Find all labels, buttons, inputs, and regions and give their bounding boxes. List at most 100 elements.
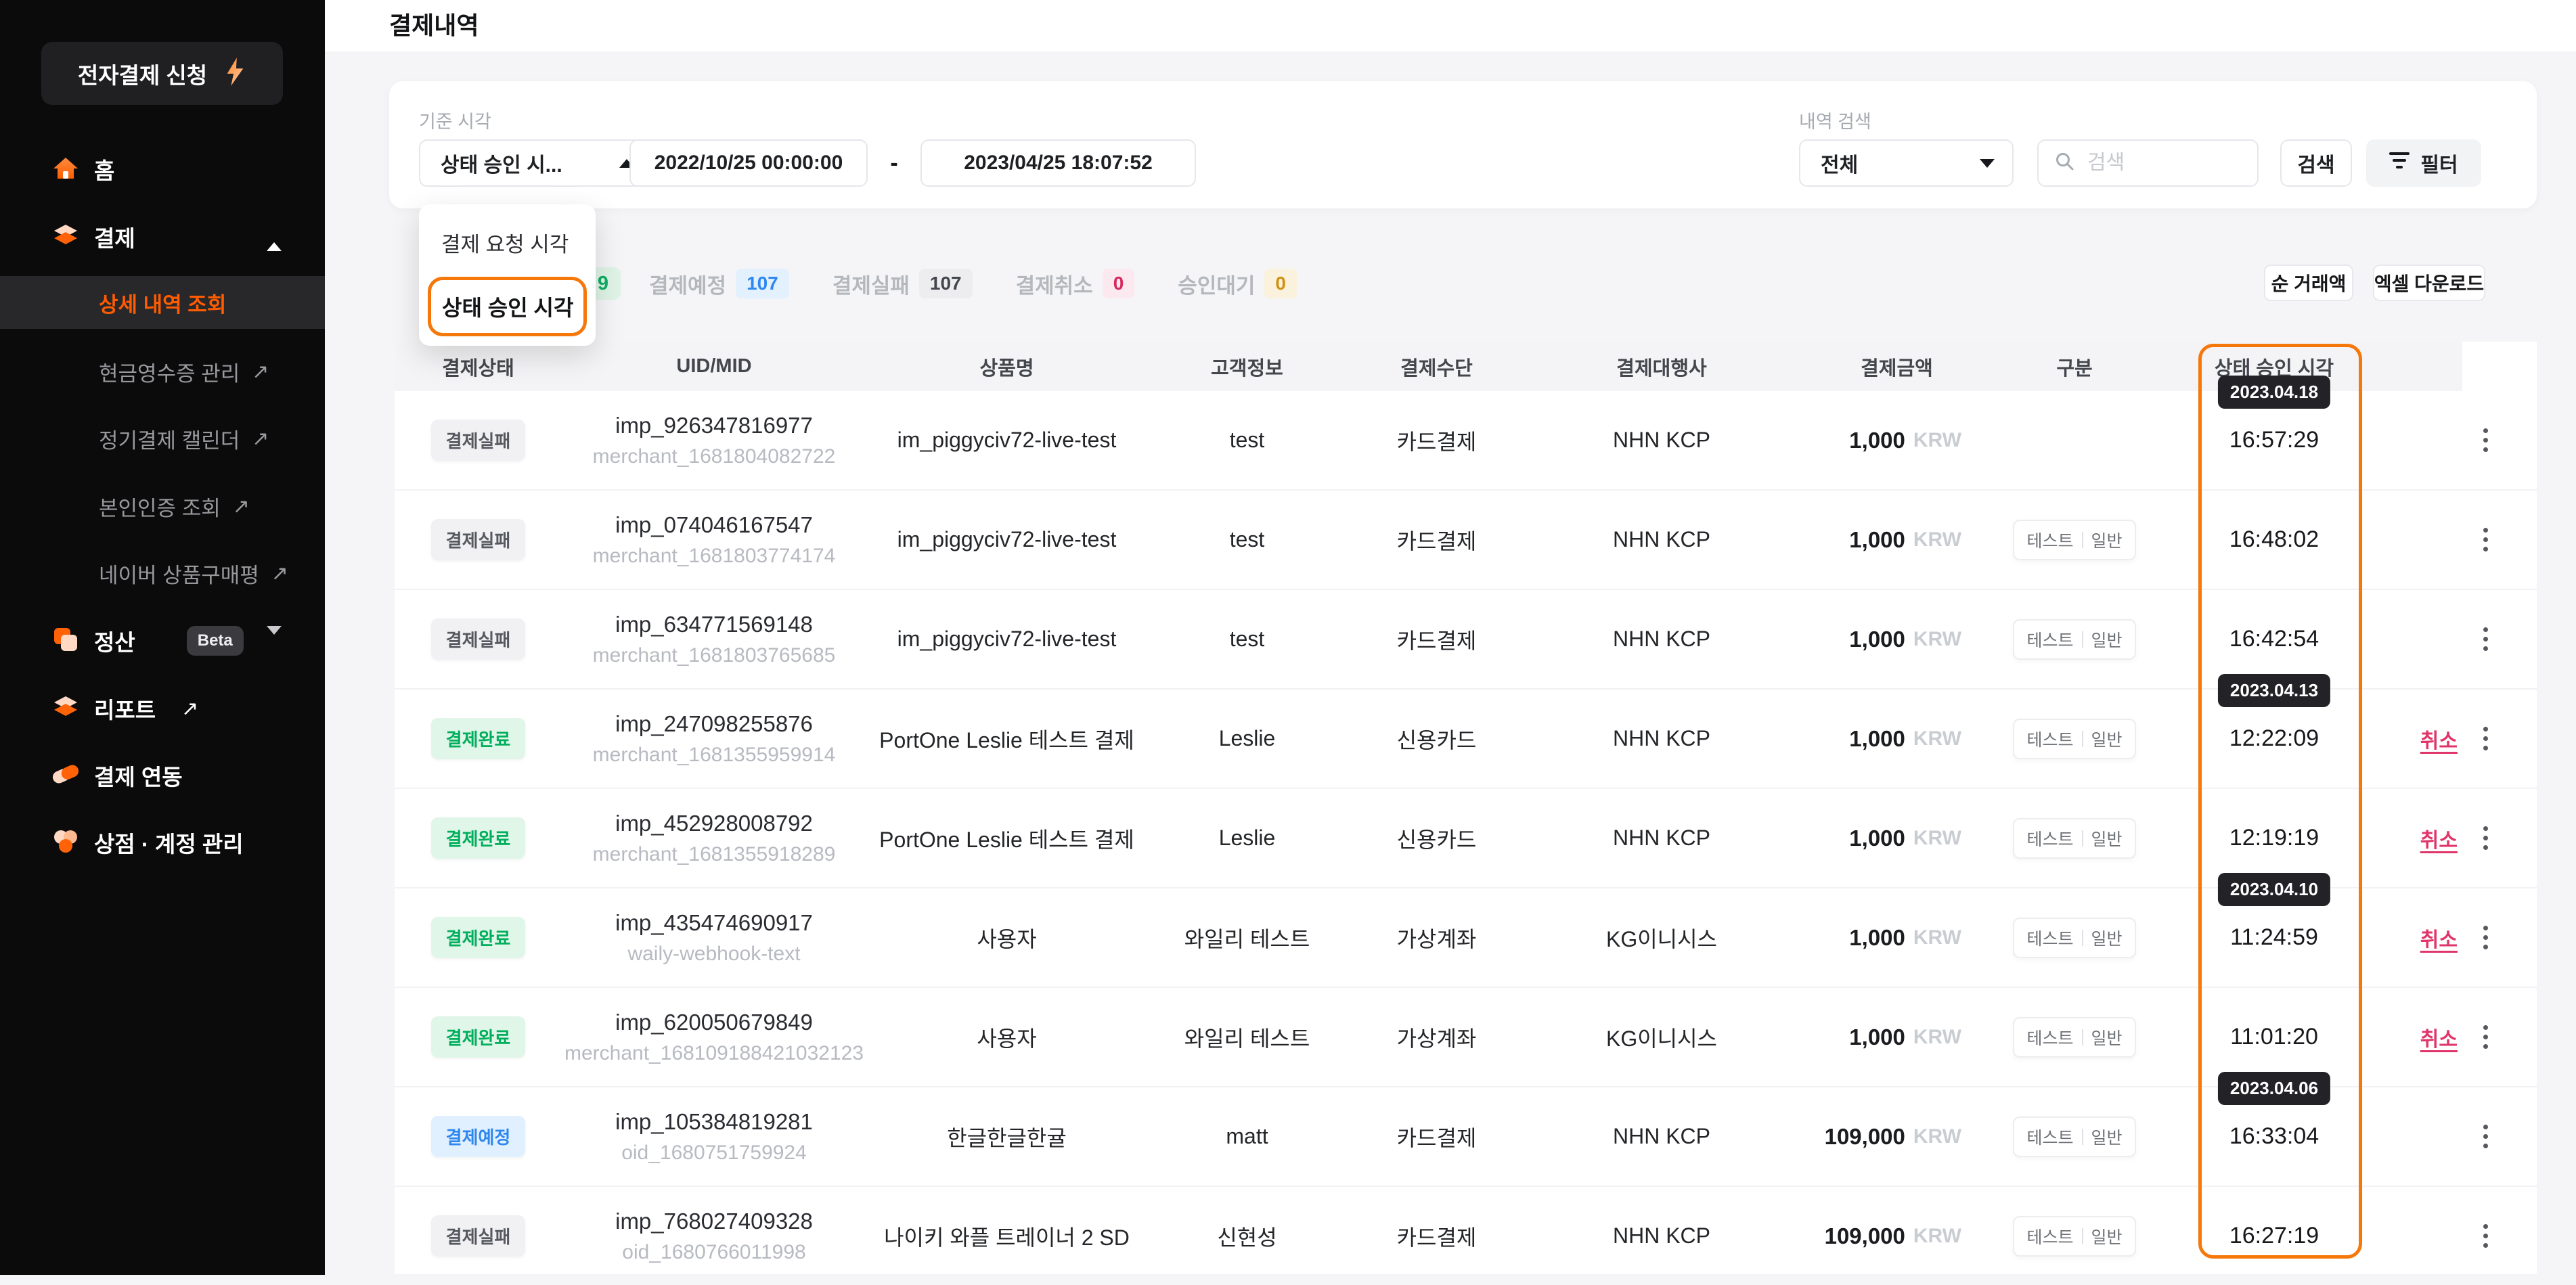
sidebar-item-report[interactable]: 리포트 <box>0 682 325 735</box>
sidebar-item-identity-verification[interactable]: 본인인증 조회 <box>0 480 325 533</box>
tab-label: 승인대기 <box>1178 269 1255 299</box>
col-header-pg: 결제대행사 <box>1526 342 1797 391</box>
type-badge-normal: 일반 <box>2091 1025 2123 1050</box>
search-scope-value: 전체 <box>1821 148 1858 178</box>
payment-amount: 1,000 <box>1849 925 1905 951</box>
cancel-link[interactable]: 취소 <box>2420 724 2458 754</box>
filter-button[interactable]: 필터 <box>2366 139 2481 187</box>
sidebar-item-detail-history[interactable]: 상세 내역 조회 <box>0 276 325 329</box>
type-badge-test: 테스트 <box>2026 826 2073 851</box>
transaction-uid: imp_926347816977 <box>615 413 813 438</box>
kebab-menu-icon[interactable] <box>2483 1234 2488 1238</box>
cancel-link[interactable]: 취소 <box>2420 923 2458 953</box>
payment-status-badge: 결제예정 <box>431 1116 526 1157</box>
sidebar-item-label: 홈 <box>94 153 114 185</box>
table-row[interactable]: 결제완료 imp_247098255876 merchant_168135595… <box>395 688 2537 788</box>
search-input[interactable] <box>2086 151 2244 175</box>
kebab-menu-icon[interactable] <box>2483 1035 2488 1039</box>
table-row[interactable]: 결제예정 imp_105384819281 oid_1680751759924 … <box>395 1086 2537 1186</box>
payment-method: 카드결제 <box>1347 1221 1526 1252</box>
badge-divider <box>2082 1228 2083 1244</box>
search-button[interactable]: 검색 <box>2280 139 2352 187</box>
type-badge: 테스트 일반 <box>2013 1117 2135 1157</box>
kebab-menu-icon[interactable] <box>2483 438 2488 443</box>
basis-time-select[interactable]: 상태 승인 시... <box>419 139 653 187</box>
type-badge-test: 테스트 <box>2026 926 2073 950</box>
sidebar-item-subscription-calendar[interactable]: 정기결제 캘린더 <box>0 412 325 465</box>
sidebar-item-store-account[interactable]: 상점 · 계정 관리 <box>0 816 325 869</box>
date-to-input[interactable]: 2023/04/25 18:07:52 <box>920 139 1196 187</box>
approved-time: 16:33:04 <box>2229 1123 2319 1150</box>
payment-method: 카드결제 <box>1347 524 1526 556</box>
tab-label: 결제취소 <box>1016 269 1093 299</box>
table-row[interactable]: 결제완료 imp_435474690917 waily-webhook-text… <box>395 887 2537 987</box>
tab-scheduled[interactable]: 결제예정 107 <box>649 269 789 299</box>
customer-info: 와일리 테스트 <box>1147 922 1347 953</box>
sidebar: 전자결제 신청 홈 결제 상세 내역 조회 현금영수증 관리 정기결제 캘린더 … <box>0 0 325 1275</box>
cancel-link[interactable]: 취소 <box>2420 824 2458 853</box>
badge-divider <box>2082 830 2083 847</box>
type-badge-normal: 일반 <box>2091 926 2123 950</box>
table-row[interactable]: 결제실패 imp_634771569148 merchant_168180376… <box>395 589 2537 688</box>
tab-count-badge: 107 <box>919 269 973 298</box>
sidebar-item-settlement[interactable]: 정산 Beta <box>0 614 325 667</box>
net-amount-button[interactable]: 순 거래액 <box>2264 265 2353 301</box>
tab-cancelled[interactable]: 결제취소 0 <box>1016 269 1135 299</box>
caret-down-icon <box>1980 159 1995 168</box>
approved-time: 16:42:54 <box>2229 626 2319 652</box>
table-row[interactable]: 결제실패 imp_926347816977 merchant_168180408… <box>395 391 2537 489</box>
customer-info: Leslie <box>1147 726 1347 751</box>
approved-time: 11:01:20 <box>2230 1024 2318 1050</box>
cancel-link[interactable]: 취소 <box>2420 1022 2458 1052</box>
table-row[interactable]: 결제완료 imp_452928008792 merchant_168135591… <box>395 788 2537 887</box>
col-header-type: 구분 <box>1997 342 2152 391</box>
date-from-input[interactable]: 2022/10/25 00:00:00 <box>629 139 868 187</box>
kebab-menu-icon[interactable] <box>2483 537 2488 542</box>
badge-divider <box>2082 731 2083 747</box>
approved-time: 16:48:02 <box>2229 526 2319 553</box>
sidebar-item-home[interactable]: 홈 <box>0 143 325 196</box>
sidebar-item-payments[interactable]: 결제 <box>0 210 325 263</box>
payments-table: 결제상태 UID/MID 상품명 고객정보 결제수단 결제대행사 결제금액 구분… <box>395 342 2537 1274</box>
kebab-menu-icon[interactable] <box>2483 1134 2488 1139</box>
tab-failed[interactable]: 결제실패 107 <box>832 269 973 299</box>
type-badge: 테스트 일반 <box>2013 719 2135 759</box>
pg-provider: NHN KCP <box>1526 527 1797 552</box>
table-row[interactable]: 결제실패 imp_768027409328 oid_1680766011998 … <box>395 1186 2537 1285</box>
type-badge: 테스트 일반 <box>2013 1216 2135 1257</box>
payment-status-badge: 결제실패 <box>431 420 526 461</box>
sidebar-subitem-label: 본인인증 조회 <box>99 491 221 522</box>
product-name: im_piggyciv72-live-test <box>866 627 1147 652</box>
filter-button-label: 필터 <box>2420 148 2458 178</box>
kebab-menu-icon[interactable] <box>2483 836 2488 840</box>
product-name: PortOne Leslie 테스트 결제 <box>866 823 1147 854</box>
tab-pending[interactable]: 승인대기 0 <box>1178 269 1297 299</box>
product-name: im_piggyciv72-live-test <box>866 527 1147 552</box>
table-row[interactable]: 결제실패 imp_074046167547 merchant_168180377… <box>395 489 2537 589</box>
transaction-uid: imp_105384819281 <box>615 1109 813 1135</box>
approved-time: 11:24:59 <box>2230 924 2318 951</box>
page-title: 결제내역 <box>389 0 479 51</box>
kebab-menu-icon[interactable] <box>2483 736 2488 741</box>
badge-divider <box>2082 930 2083 946</box>
payment-status-badge: 결제완료 <box>431 1016 526 1058</box>
dropdown-option-approved-time[interactable]: 상태 승인 시각 <box>428 277 587 336</box>
sidebar-item-integration[interactable]: 결제 연동 <box>0 749 325 802</box>
approved-time: 16:27:19 <box>2229 1223 2319 1249</box>
sidebar-subitem-label: 정기결제 캘린더 <box>99 424 240 454</box>
search-scope-select[interactable]: 전체 <box>1799 139 2014 187</box>
external-link-icon <box>181 697 198 721</box>
excel-download-button[interactable]: 엑셀 다운로드 <box>2373 265 2485 301</box>
sidebar-item-naver-reviews[interactable]: 네이버 상품구매평 <box>0 547 325 600</box>
external-link-icon <box>252 427 269 451</box>
tab-label: 결제예정 <box>649 269 726 299</box>
type-badge-normal: 일반 <box>2091 727 2123 751</box>
sidebar-item-cash-receipt[interactable]: 현금영수증 관리 <box>0 345 325 398</box>
table-row[interactable]: 결제완료 imp_620050679849 merchant_168109188… <box>395 987 2537 1086</box>
kebab-menu-icon[interactable] <box>2483 637 2488 641</box>
e-payment-apply-button[interactable]: 전자결제 신청 <box>41 42 283 105</box>
dropdown-option-request-time[interactable]: 결제 요청 시각 <box>428 217 587 277</box>
pills-icon <box>51 759 81 792</box>
badge-divider <box>2082 532 2083 548</box>
kebab-menu-icon[interactable] <box>2483 935 2488 940</box>
